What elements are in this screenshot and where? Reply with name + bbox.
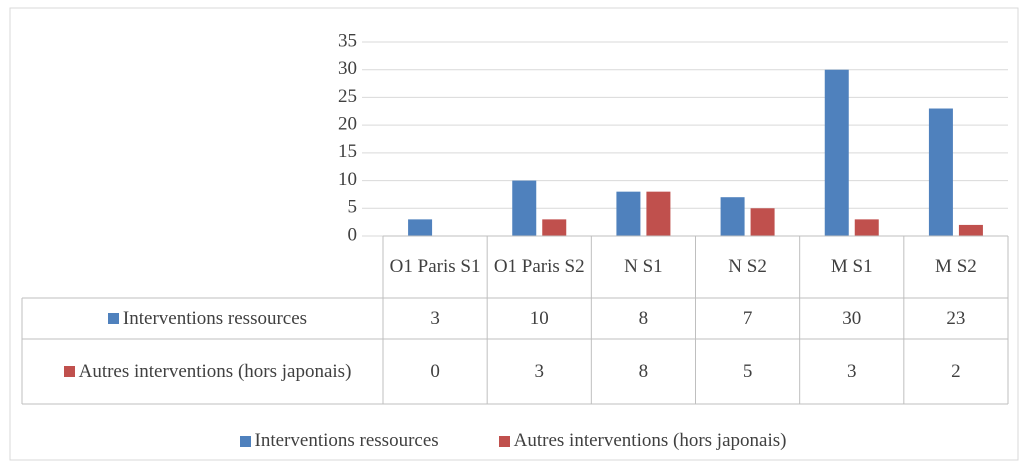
table-value: 10: [529, 307, 549, 329]
category-label: N S2: [728, 256, 767, 277]
table-series-header: Autres interventions (hors japonais): [22, 339, 383, 404]
bar: [720, 197, 745, 236]
chart-border: [9, 7, 1019, 461]
y-tick-label: 10: [338, 169, 357, 190]
bar: [750, 208, 775, 236]
bar: [958, 224, 983, 236]
bar: [854, 219, 879, 236]
bar: [542, 219, 567, 236]
legend-label: Autres interventions (hors japonais): [513, 430, 787, 451]
series-name-text: Autres interventions (hors japonais): [78, 360, 352, 382]
legend-swatch: [239, 435, 251, 447]
legend-item: Autres interventions (hors japonais): [498, 430, 787, 452]
legend-swatch: [498, 435, 510, 447]
table-value: 8: [638, 307, 649, 329]
legend-swatch: [107, 312, 119, 324]
y-tick-label: 0: [348, 224, 358, 245]
series-name: Interventions ressources: [107, 307, 308, 331]
category-label: M S2: [935, 256, 977, 277]
bar: [646, 191, 671, 236]
series-name: Autres interventions (hors japonais): [63, 360, 352, 384]
table-value: 3: [430, 307, 440, 329]
legend-swatch: [63, 365, 75, 377]
category-label: N S1: [624, 256, 663, 277]
table-value: 3: [534, 360, 544, 382]
bar: [616, 191, 641, 236]
table-value: 30: [842, 307, 862, 329]
y-tick-label: 5: [348, 197, 358, 218]
category-label: M S1: [830, 256, 873, 277]
table-series-header: Interventions ressources: [22, 298, 383, 339]
table-value: 7: [742, 307, 753, 329]
y-tick-label: 30: [338, 58, 357, 79]
bar: [408, 219, 433, 236]
category-label: O1 Paris S1: [389, 256, 481, 277]
bar: [824, 69, 849, 236]
series-name-text: Interventions ressources: [122, 307, 308, 329]
legend-label: Interventions ressources: [254, 430, 439, 451]
table-value: 23: [946, 307, 966, 329]
table-value: 5: [742, 360, 753, 382]
y-tick-label: 15: [338, 141, 357, 162]
category-label: O1 Paris S2: [493, 256, 585, 277]
y-tick-label: 20: [338, 114, 357, 135]
bar: [928, 108, 953, 236]
y-tick-label: 25: [338, 86, 357, 107]
table-value: 8: [638, 360, 649, 382]
legend-item: Interventions ressources: [239, 430, 439, 452]
table-value: 0: [430, 360, 440, 382]
table-value: 2: [951, 360, 961, 382]
bar: [512, 180, 537, 236]
table-value: 3: [846, 360, 857, 382]
y-tick-label: 35: [338, 30, 357, 51]
legend: Interventions ressources Autres intervent…: [0, 426, 1026, 456]
